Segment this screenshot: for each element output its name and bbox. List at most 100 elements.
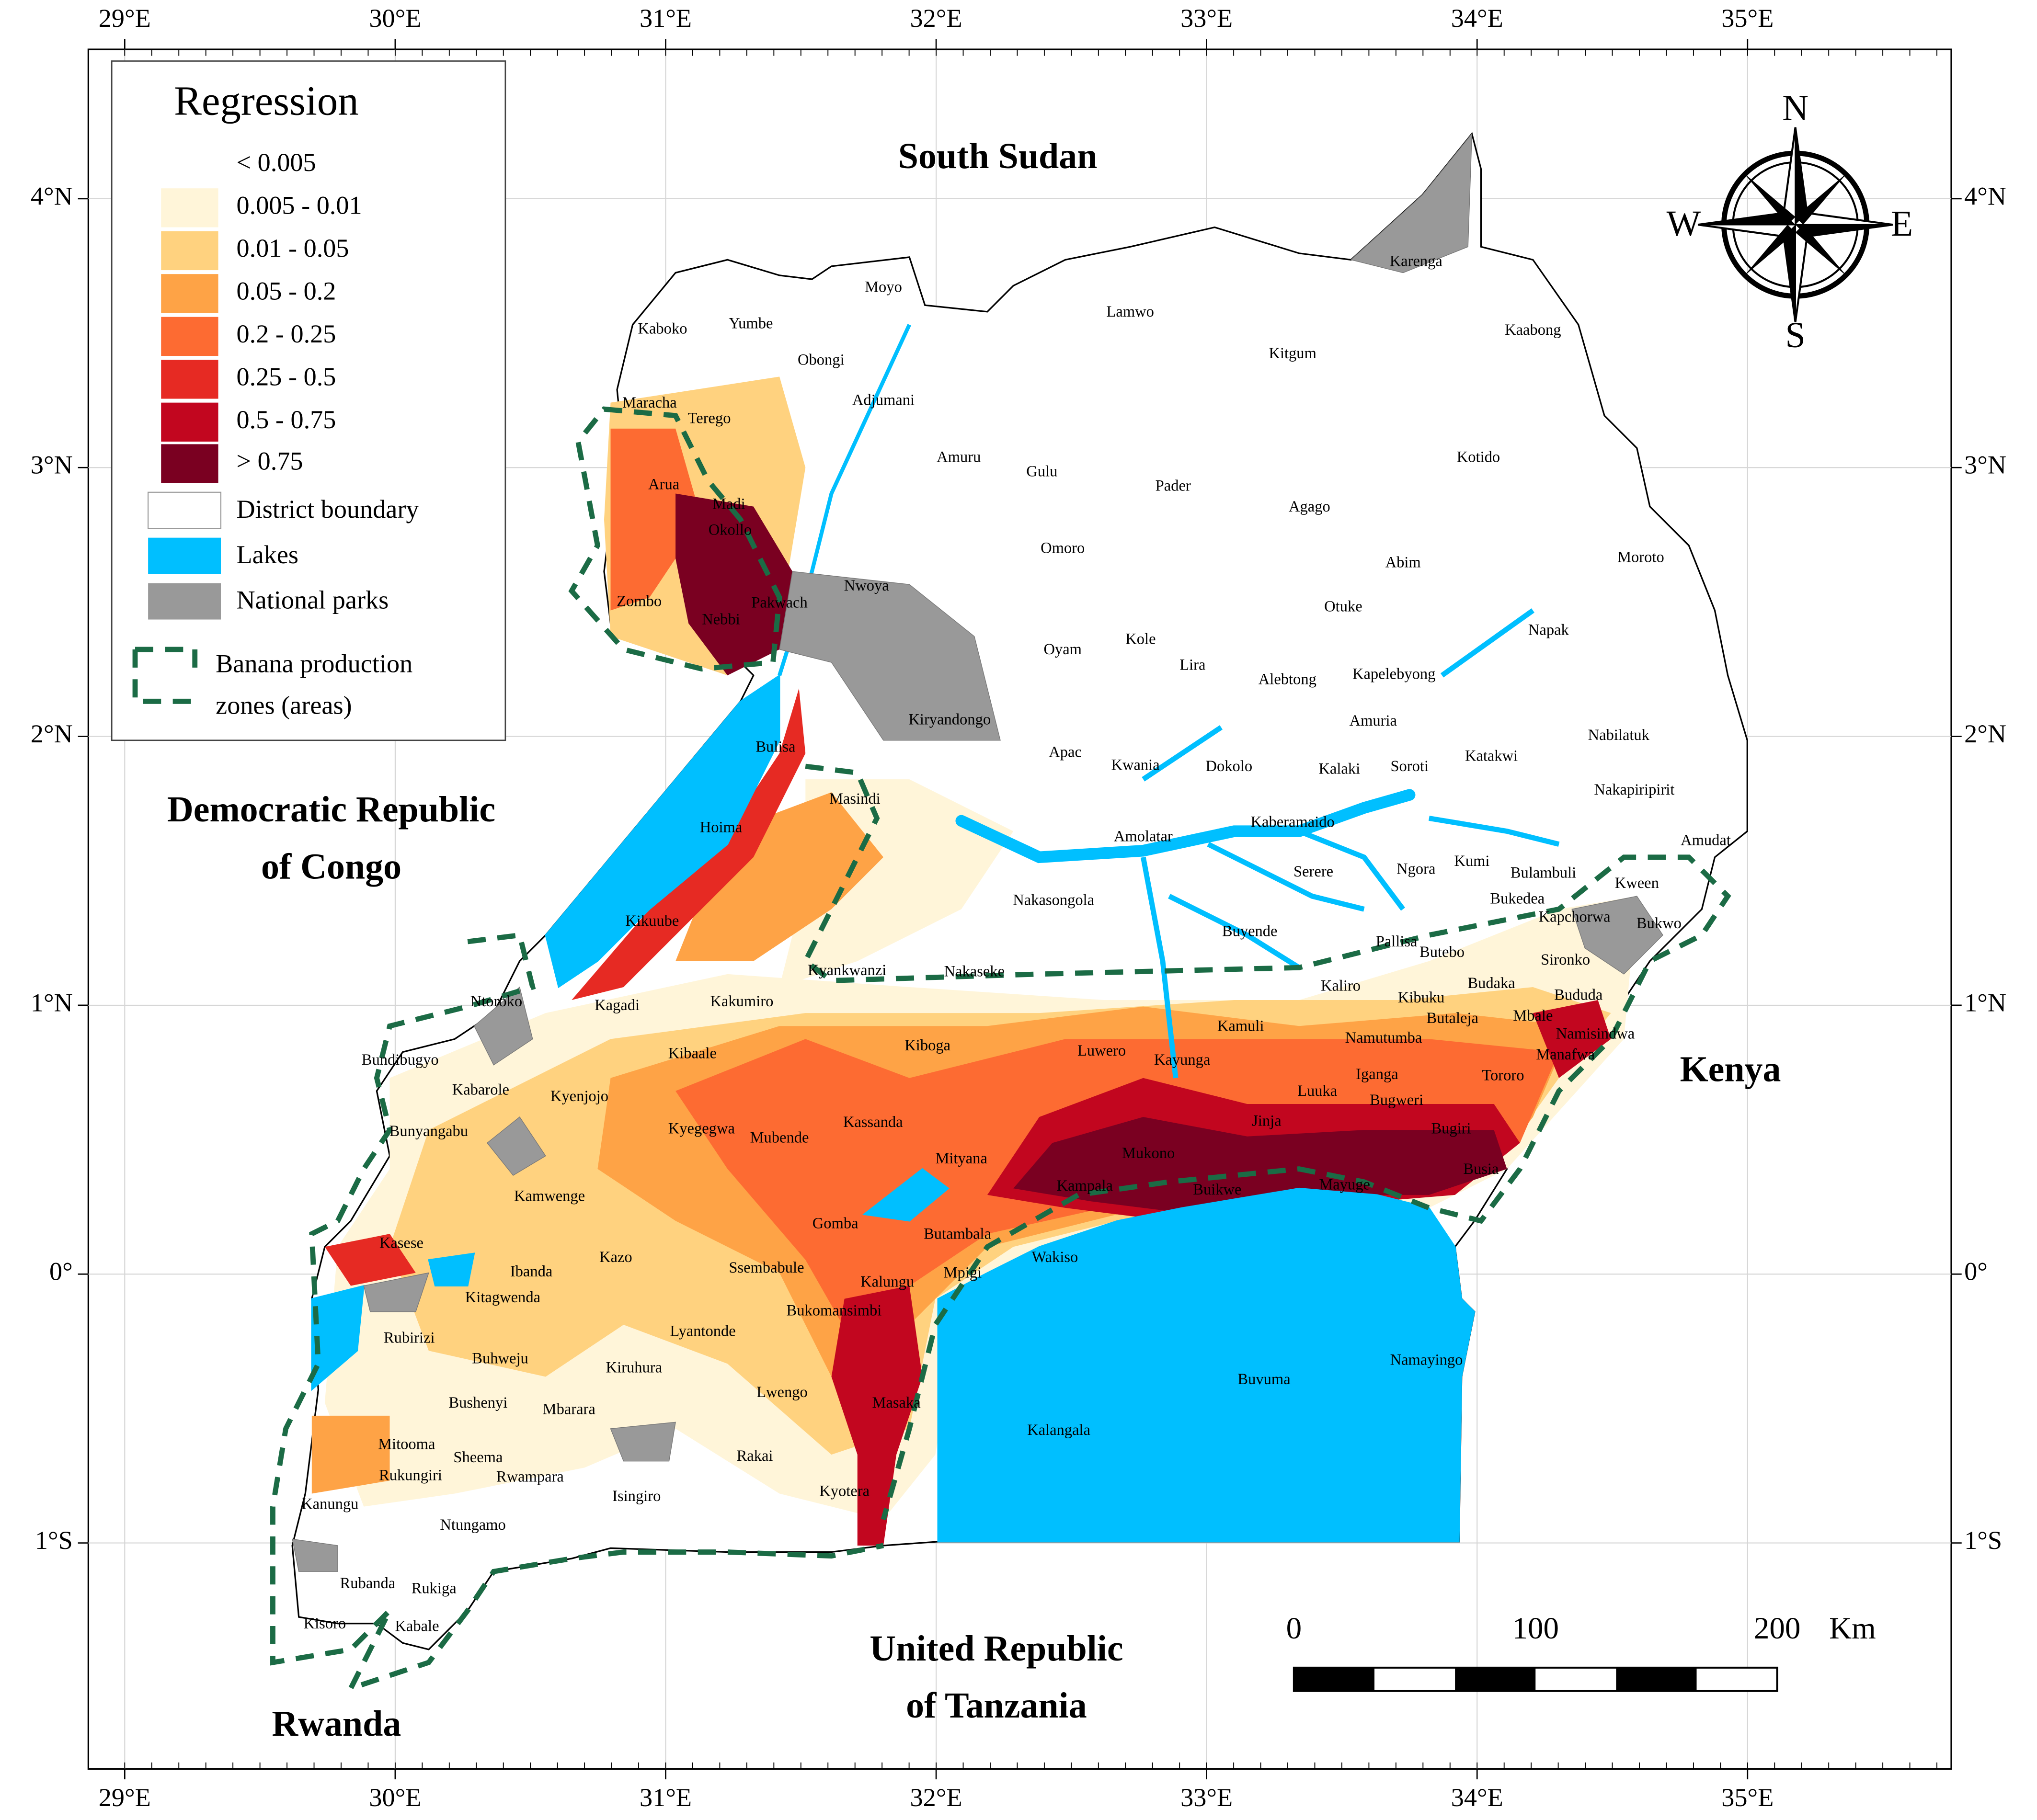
district-label: Mpigi bbox=[944, 1264, 982, 1282]
lake-kyoga bbox=[955, 789, 1416, 864]
heat-area bbox=[311, 1415, 390, 1494]
compass-star bbox=[1743, 225, 1796, 277]
district-label: Kikuube bbox=[625, 912, 679, 930]
district-label: Apac bbox=[1049, 743, 1082, 761]
lat-label: 2°N bbox=[1964, 719, 2006, 748]
scale-unit: Km bbox=[1829, 1611, 1876, 1646]
district-label: Kyegegwa bbox=[668, 1120, 735, 1138]
legend-label: zones (areas) bbox=[216, 691, 352, 719]
district-label: Kapchorwa bbox=[1539, 909, 1611, 926]
banana-zones bbox=[270, 406, 1731, 1693]
zone-outline bbox=[568, 406, 782, 672]
district-label: Kamwenge bbox=[514, 1188, 585, 1205]
legend-swatch bbox=[148, 537, 221, 574]
district-label: Nwoya bbox=[844, 577, 889, 594]
legend-label: > 0.75 bbox=[237, 447, 303, 476]
district-label: Zombo bbox=[617, 593, 662, 610]
legend-label: 0.2 - 0.25 bbox=[237, 319, 336, 348]
district-label: Moroto bbox=[1617, 549, 1664, 566]
district-label: Lamwo bbox=[1107, 303, 1154, 320]
district-label: Katakwi bbox=[1465, 747, 1518, 764]
district-label: Kibuku bbox=[1398, 989, 1445, 1006]
lon-label: 34°E bbox=[1451, 4, 1503, 33]
legend-swatch bbox=[161, 360, 218, 399]
compass-star bbox=[1698, 213, 1796, 225]
lat-label: 1°N bbox=[31, 988, 73, 1017]
lat-label: 1°N bbox=[1964, 988, 2006, 1017]
lon-label: 35°E bbox=[1721, 4, 1774, 33]
district-label: Amuria bbox=[1350, 712, 1397, 729]
district-label: Bugiri bbox=[1431, 1120, 1471, 1138]
district-label: Maracha bbox=[622, 394, 677, 411]
lon-label: 30°E bbox=[369, 1783, 421, 1812]
district-label: Kakumiro bbox=[710, 993, 773, 1010]
legend-label: 0.005 - 0.01 bbox=[237, 191, 362, 219]
lon-label: 32°E bbox=[910, 1783, 962, 1812]
district-label: Luwero bbox=[1077, 1042, 1126, 1059]
district-label: Kalangala bbox=[1027, 1422, 1090, 1439]
district-label: Ibanda bbox=[510, 1263, 553, 1280]
legend-swatch bbox=[148, 583, 221, 620]
district-label: Amuru bbox=[937, 449, 981, 466]
district-label: Kaberamaido bbox=[1251, 814, 1335, 831]
district-label: Kiruhura bbox=[606, 1359, 662, 1376]
district-label: Kabarole bbox=[452, 1081, 509, 1098]
district-label: Okollo bbox=[709, 522, 752, 539]
district-label: Mbale bbox=[1513, 1007, 1553, 1024]
district-label: Bulisa bbox=[755, 738, 795, 755]
district-label: Kazo bbox=[599, 1249, 632, 1266]
lat-label: 1°S bbox=[1964, 1526, 2002, 1555]
heat-area bbox=[1533, 1000, 1611, 1078]
district-label: Sheema bbox=[453, 1449, 503, 1466]
district-label: Otuke bbox=[1324, 598, 1362, 615]
district-label: Nakapiripirit bbox=[1594, 781, 1674, 798]
district-label: Ngora bbox=[1396, 860, 1435, 877]
heat-area bbox=[1013, 1117, 1507, 1215]
district-label: Butebo bbox=[1419, 944, 1465, 961]
district-label: Masaka bbox=[872, 1394, 921, 1411]
district-label: Soroti bbox=[1390, 758, 1429, 775]
country-label: Democratic Republic bbox=[167, 789, 495, 830]
district-label: Kisoro bbox=[304, 1615, 346, 1632]
lakes bbox=[311, 324, 1560, 1543]
legend bbox=[111, 60, 506, 741]
district-label: Kalaki bbox=[1318, 761, 1360, 778]
lat-label: 0° bbox=[49, 1257, 73, 1286]
district-label: Kagadi bbox=[595, 997, 640, 1014]
district-label: Luuka bbox=[1297, 1082, 1337, 1100]
district-label: Obongi bbox=[798, 351, 845, 368]
lake-wamala bbox=[862, 1168, 950, 1222]
district-label: Kabale bbox=[395, 1617, 439, 1635]
scale-bar-block bbox=[1293, 1667, 1375, 1691]
district-label: Kaliro bbox=[1321, 977, 1361, 994]
district-label: Arua bbox=[648, 476, 679, 493]
legend-swatch bbox=[161, 231, 218, 271]
district-label: Pakwach bbox=[751, 594, 807, 611]
district-label: Kotido bbox=[1457, 449, 1500, 466]
scale-label: 200 bbox=[1754, 1611, 1801, 1646]
scale-bar-block bbox=[1616, 1667, 1697, 1691]
country-label: South Sudan bbox=[898, 136, 1098, 176]
district-label: Namisindwa bbox=[1556, 1025, 1635, 1043]
district-label: Karenga bbox=[1390, 252, 1442, 270]
park bbox=[486, 1116, 546, 1176]
legend-label: 0.01 - 0.05 bbox=[237, 234, 349, 262]
district-label: Mitooma bbox=[378, 1436, 435, 1453]
legend-label: Banana production bbox=[216, 649, 412, 678]
compass-star bbox=[1743, 172, 1796, 225]
park bbox=[779, 571, 1001, 741]
lake-albert bbox=[545, 674, 780, 989]
zone-outline bbox=[270, 932, 884, 1693]
park bbox=[292, 1538, 338, 1572]
district-label: Kayunga bbox=[1154, 1051, 1210, 1069]
district-label: Amudat bbox=[1681, 832, 1731, 849]
legend-zone-swatch bbox=[132, 647, 198, 704]
district-label: Kibaale bbox=[668, 1045, 717, 1062]
scale-label: 100 bbox=[1512, 1611, 1559, 1646]
compass-star bbox=[1784, 225, 1796, 322]
district-label: Rubanda bbox=[340, 1575, 396, 1592]
compass-star bbox=[1795, 127, 1808, 225]
lon-label: 31°E bbox=[640, 1783, 692, 1812]
lat-label: 4°N bbox=[31, 182, 73, 210]
